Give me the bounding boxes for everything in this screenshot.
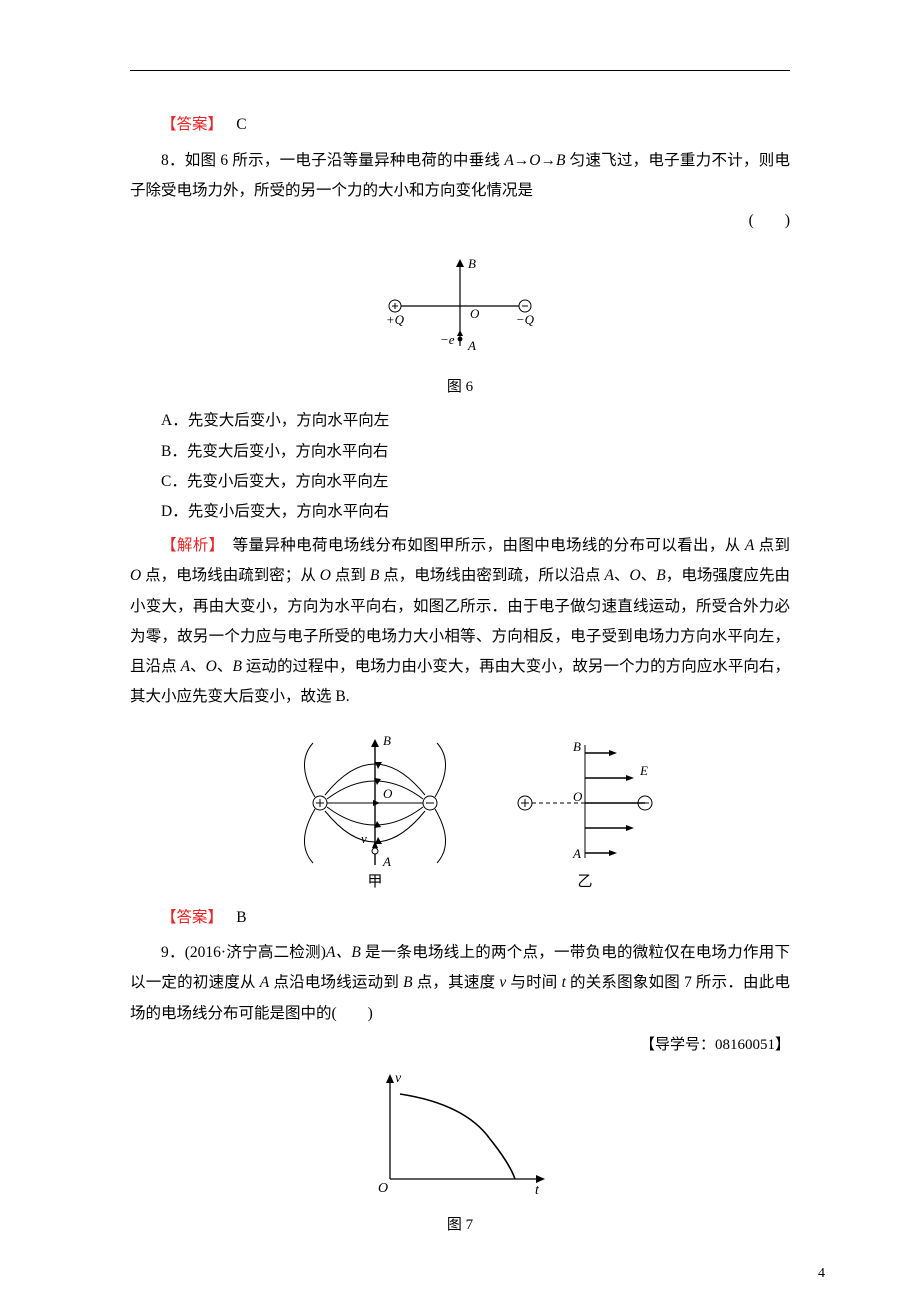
caption-jia: 甲 [367, 874, 382, 890]
label-A: A [467, 338, 476, 353]
label-e: −e [440, 332, 455, 347]
answer-7: 【答案】 C [130, 111, 790, 140]
figure-jia-yi: B O A v 甲 [130, 723, 790, 898]
figure-7: v O t [130, 1064, 790, 1209]
jia-v: v [361, 831, 367, 846]
answer-8: 【答案】 B [130, 904, 790, 933]
axis-t: t [535, 1183, 540, 1198]
q8-stem: 8．如图 6 所示，一电子沿等量异种电荷的中垂线 A→O→B 匀速飞过，电子重力… [130, 146, 790, 206]
q9-num: 9． [161, 944, 185, 961]
axis-v: v [395, 1071, 402, 1086]
answer-letter: B [236, 909, 246, 926]
label-B: B [468, 256, 476, 271]
q8-num: 8． [161, 152, 185, 169]
answer-label: 【答案】 [161, 909, 223, 926]
opt-b: B．先变大后变小，方向水平向右 [130, 437, 790, 467]
q9-dao: 【导学号：08160051】 [640, 1033, 790, 1054]
top-rule [130, 70, 790, 71]
q9-ab: A、B [326, 944, 365, 961]
opt-d: D．先变小后变大，方向水平向右 [130, 497, 790, 527]
jia-A: A [382, 854, 391, 869]
page-number: 4 [818, 1266, 825, 1282]
caption-yi: 乙 [577, 874, 592, 890]
yi-B: B [573, 739, 581, 754]
figure-6: +Q −Q O B A −e [130, 246, 790, 371]
yi-A: A [572, 846, 581, 861]
opt-c: C．先变小后变大，方向水平向左 [130, 467, 790, 497]
yi-E: E [639, 763, 648, 778]
q8-paren: ( ) [749, 206, 790, 236]
yi-O: O [573, 789, 583, 804]
figure-6-caption: 图 6 [130, 375, 790, 396]
answer-label: 【答案】 [161, 116, 223, 133]
jia-O: O [383, 786, 393, 801]
jia-B: B [383, 733, 391, 748]
q9-src: (2016·济宁高二检测) [185, 944, 326, 961]
label-minusQ: −Q [516, 312, 535, 327]
q8-route: A→O→B [504, 152, 565, 169]
answer-letter: C [236, 116, 246, 133]
q8-explain: 【解析】 等量异种电荷电场线分布如图甲所示，由图中电场线的分布可以看出，从 A … [130, 531, 790, 712]
q9-stem: 9．(2016·济宁高二检测)A、B 是一条电场线上的两个点，一带负电的微粒仅在… [130, 938, 790, 1029]
q8-options: A．先变大后变小，方向水平向左 B．先变大后变小，方向水平向右 C．先变小后变大… [130, 406, 790, 527]
q8-body-a: 如图 6 所示，一电子沿等量异种电荷的中垂线 [185, 152, 505, 169]
axis-O: O [378, 1181, 388, 1196]
label-plusQ: +Q [386, 312, 405, 327]
opt-a: A．先变大后变小，方向水平向左 [130, 406, 790, 436]
figure-7-caption: 图 7 [130, 1213, 790, 1234]
label-O: O [470, 306, 480, 321]
explain-body: 等量异种电荷电场线分布如图甲所示，由图中电场线的分布可以看出，从 A 点到 O … [130, 537, 790, 705]
explain-label: 【解析】 [161, 537, 217, 554]
